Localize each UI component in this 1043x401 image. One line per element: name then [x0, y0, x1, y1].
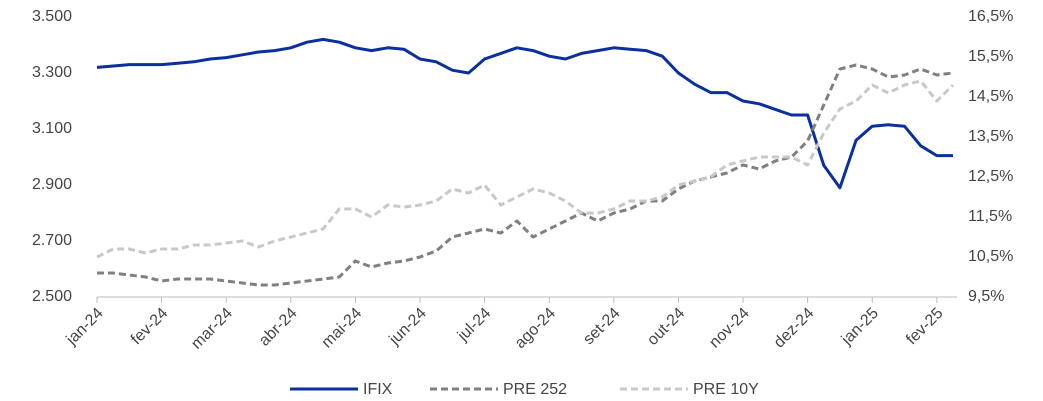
y-tick-label: 3.100 — [32, 120, 72, 137]
y2-tick-label: 13,5% — [968, 128, 1013, 145]
x-tick-label: mar-24 — [188, 305, 236, 353]
y2-tick-label: 12,5% — [968, 168, 1013, 185]
x-tick-label: out-24 — [644, 305, 688, 349]
y-tick-label: 3.300 — [32, 64, 72, 81]
series-line — [97, 63, 954, 287]
y2-tick-label: 14,5% — [968, 88, 1013, 105]
y2-tick-label: 11,5% — [968, 208, 1012, 225]
y2-tick-label: 9,5% — [968, 288, 1004, 305]
legend-label: PRE 10Y — [693, 381, 759, 398]
x-tick-label: ago-24 — [512, 305, 559, 352]
x-tick-label: abr-24 — [256, 305, 301, 350]
y-tick-label: 2.500 — [32, 288, 72, 305]
x-tick-label: fev-25 — [903, 305, 947, 349]
x-tick-label: mai-24 — [319, 305, 366, 352]
x-tick-label: jan-24 — [63, 305, 107, 349]
x-tick-label: jun-24 — [386, 305, 430, 349]
x-tick-label: fev-24 — [128, 305, 172, 349]
x-tick-label: nov-24 — [706, 305, 753, 352]
x-tick-label: jul-24 — [454, 305, 494, 345]
y2-tick-label: 16,5% — [968, 8, 1013, 25]
x-tick-label: dez-24 — [771, 305, 818, 352]
y2-tick-label: 10,5% — [968, 248, 1013, 265]
x-tick-label: jan-25 — [838, 305, 882, 349]
y-tick-label: 2.900 — [32, 176, 72, 193]
y-tick-label: 3.500 — [32, 8, 72, 25]
x-tick-label: set-24 — [580, 305, 624, 349]
series-line — [96, 79, 955, 259]
legend-label: PRE 252 — [503, 381, 567, 398]
legend-label: IFIX — [363, 381, 393, 398]
series-line — [96, 37, 953, 190]
y-tick-label: 2.700 — [32, 232, 72, 249]
y2-tick-label: 15,5% — [968, 48, 1013, 65]
